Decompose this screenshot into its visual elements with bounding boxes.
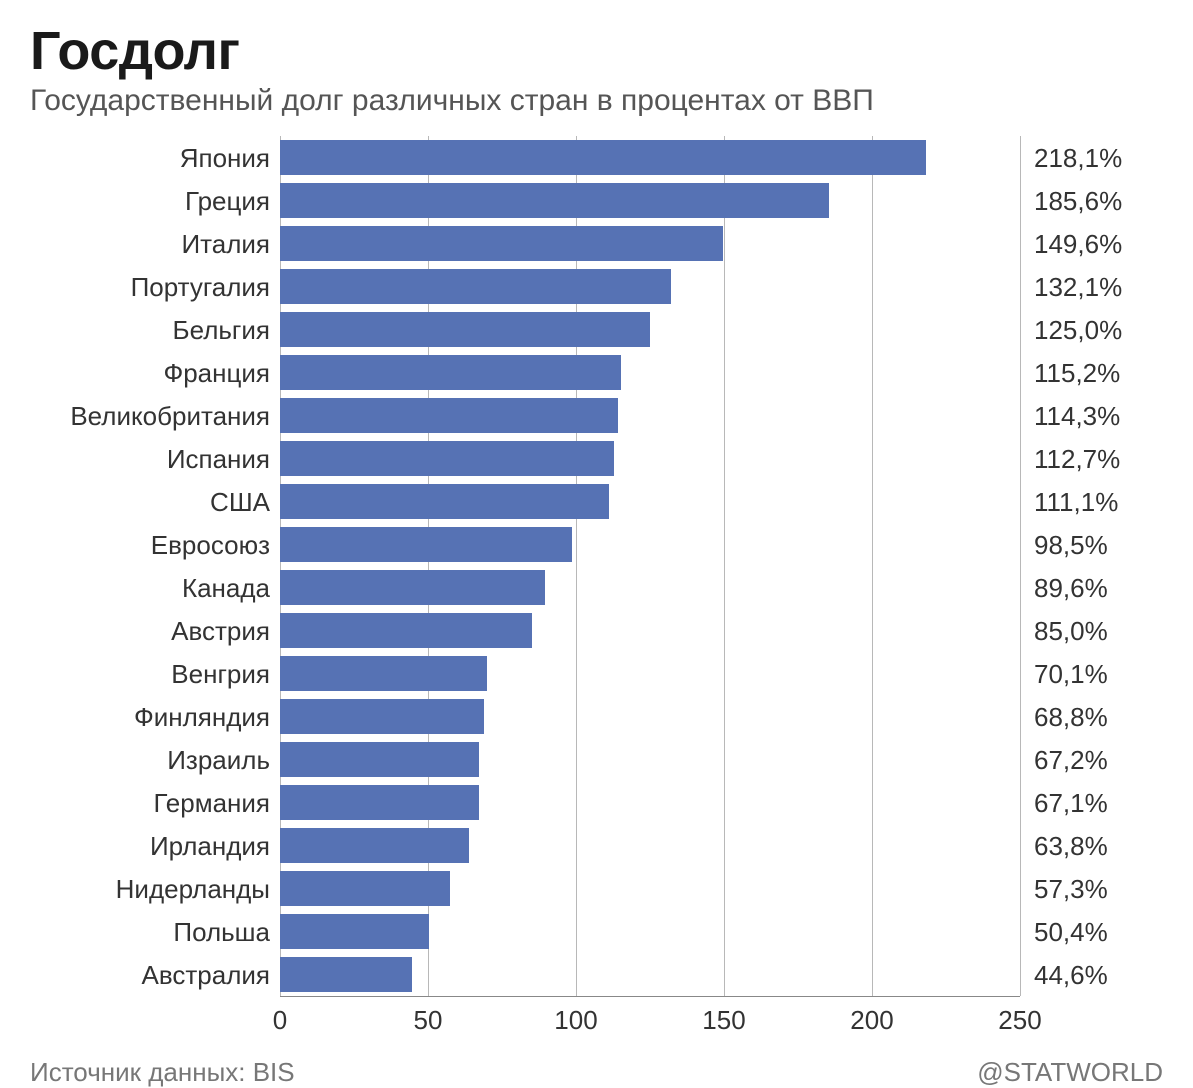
footer: Источник данных: BIS @STATWORLD bbox=[30, 1057, 1163, 1088]
bar bbox=[280, 570, 545, 605]
country-label: Япония bbox=[30, 145, 280, 171]
value-label: 115,2% bbox=[1020, 360, 1160, 386]
country-label: Венгрия bbox=[30, 661, 280, 687]
bar bbox=[280, 699, 484, 734]
value-labels: 218,1% 185,6% 149,6% 132,1% 125,0% 115,2% 114,… bbox=[1020, 136, 1160, 996]
bar bbox=[280, 871, 450, 906]
source-label: Источник данных: BIS bbox=[30, 1057, 295, 1088]
x-tick-label: 250 bbox=[998, 1005, 1041, 1036]
value-label: 44,6% bbox=[1020, 962, 1160, 988]
country-label: Нидерланды bbox=[30, 876, 280, 902]
bar bbox=[280, 613, 532, 648]
bar bbox=[280, 312, 650, 347]
value-label: 70,1% bbox=[1020, 661, 1160, 687]
value-label: 111,1% bbox=[1020, 489, 1160, 515]
x-tick-label: 0 bbox=[273, 1005, 287, 1036]
country-label: Австрия bbox=[30, 618, 280, 644]
plot-container: 050100150200250 bbox=[280, 136, 1020, 1037]
value-label: 85,0% bbox=[1020, 618, 1160, 644]
bar bbox=[280, 398, 618, 433]
bar bbox=[280, 441, 614, 476]
bar bbox=[280, 527, 572, 562]
country-label: Великобритания bbox=[30, 403, 280, 429]
value-label: 67,2% bbox=[1020, 747, 1160, 773]
country-label: Греция bbox=[30, 188, 280, 214]
country-label: Бельгия bbox=[30, 317, 280, 343]
value-label: 98,5% bbox=[1020, 532, 1160, 558]
bar bbox=[280, 183, 829, 218]
bar bbox=[280, 140, 926, 175]
country-label: Канада bbox=[30, 575, 280, 601]
bar bbox=[280, 484, 609, 519]
bar bbox=[280, 656, 487, 691]
country-label: Финляндия bbox=[30, 704, 280, 730]
country-label: Франция bbox=[30, 360, 280, 386]
bar bbox=[280, 269, 671, 304]
plot-area bbox=[280, 136, 1020, 997]
value-label: 57,3% bbox=[1020, 876, 1160, 902]
bar bbox=[280, 957, 412, 992]
bar bbox=[280, 355, 621, 390]
country-label: Израиль bbox=[30, 747, 280, 773]
country-label: Италия bbox=[30, 231, 280, 257]
value-label: 114,3% bbox=[1020, 403, 1160, 429]
value-label: 68,8% bbox=[1020, 704, 1160, 730]
bar bbox=[280, 828, 469, 863]
x-tick-label: 100 bbox=[554, 1005, 597, 1036]
country-label: Португалия bbox=[30, 274, 280, 300]
y-axis-labels: Япония Греция Италия Португалия Бельгия Франц… bbox=[30, 136, 280, 996]
country-label: Польша bbox=[30, 919, 280, 945]
value-label: 63,8% bbox=[1020, 833, 1160, 859]
chart-subtitle: Государственный долг различных стран в п… bbox=[30, 84, 1163, 118]
attribution-label: @STATWORLD bbox=[977, 1057, 1163, 1088]
country-label: Испания bbox=[30, 446, 280, 472]
country-label: Ирландия bbox=[30, 833, 280, 859]
bars bbox=[280, 136, 1020, 996]
bar bbox=[280, 742, 479, 777]
value-label: 112,7% bbox=[1020, 446, 1160, 472]
x-tick-label: 50 bbox=[414, 1005, 443, 1036]
country-label: Австралия bbox=[30, 962, 280, 988]
value-label: 185,6% bbox=[1020, 188, 1160, 214]
chart-title: Госдолг bbox=[30, 20, 1163, 82]
value-label: 89,6% bbox=[1020, 575, 1160, 601]
value-label: 218,1% bbox=[1020, 145, 1160, 171]
page: Госдолг Государственный долг различных с… bbox=[0, 0, 1193, 1081]
bar bbox=[280, 914, 429, 949]
value-label: 149,6% bbox=[1020, 231, 1160, 257]
country-label: Евросоюз bbox=[30, 532, 280, 558]
value-label: 67,1% bbox=[1020, 790, 1160, 816]
value-label: 50,4% bbox=[1020, 919, 1160, 945]
country-label: Германия bbox=[30, 790, 280, 816]
value-label: 125,0% bbox=[1020, 317, 1160, 343]
bar bbox=[280, 226, 723, 261]
bar bbox=[280, 785, 479, 820]
x-axis-ticks: 050100150200250 bbox=[280, 997, 1020, 1037]
chart: Япония Греция Италия Португалия Бельгия Франц… bbox=[30, 136, 1163, 1037]
value-label: 132,1% bbox=[1020, 274, 1160, 300]
country-label: США bbox=[30, 489, 280, 515]
x-tick-label: 150 bbox=[702, 1005, 745, 1036]
x-tick-label: 200 bbox=[850, 1005, 893, 1036]
